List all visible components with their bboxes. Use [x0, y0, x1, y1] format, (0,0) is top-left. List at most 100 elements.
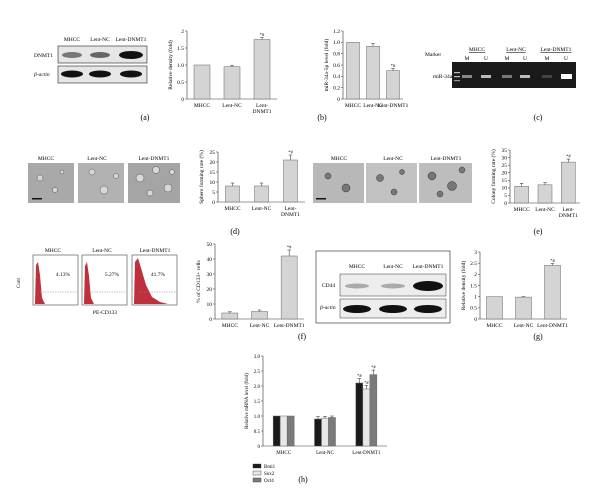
y-tick-label: 0	[209, 317, 212, 323]
y-tick-label: 40	[207, 257, 213, 263]
blot-a-band	[90, 52, 110, 58]
bar	[251, 311, 268, 320]
sphere	[152, 166, 160, 174]
flow-percent-1: 4.13%	[56, 272, 71, 278]
bar	[279, 415, 288, 447]
bar	[369, 374, 378, 447]
flow-peak	[84, 262, 94, 304]
gel-lane-label: U	[484, 56, 488, 62]
gel-lane-label: M	[505, 56, 510, 62]
significance-mark: *#	[550, 258, 555, 263]
x-tick-label: Lent-NC	[316, 451, 334, 456]
img-d-label-2: Lent-NC	[87, 156, 107, 162]
bar	[280, 255, 298, 320]
gel-band	[462, 75, 472, 78]
y-tick-label: 3	[474, 250, 477, 256]
y-tick-label: 0.5	[177, 80, 184, 86]
gel-group-2: Lent-NC	[506, 47, 526, 53]
scale-bar	[316, 198, 326, 200]
microscopy-image	[313, 163, 364, 203]
blot-a-row-dnmt1: DNMT1	[34, 53, 53, 59]
y-tick-label: 10	[502, 186, 508, 192]
y-axis-label: Colony forming rate (%)	[490, 149, 497, 204]
y-tick-label: 2.0	[254, 385, 261, 390]
x-tick-label: Lent-	[562, 207, 574, 213]
sphere	[59, 169, 65, 175]
gel-lane-label: U	[523, 56, 527, 62]
y-tick-label: 0	[258, 445, 261, 450]
y-tick-label: 0.8	[333, 51, 340, 57]
legend-swatch	[252, 477, 262, 483]
y-tick-label: 5	[212, 190, 215, 196]
chart-g: 0 0.5 1 1.5 2 2.5 3 Relative density (fold) MHCC…	[460, 250, 568, 329]
panel-label-f: (f)	[298, 332, 306, 341]
y-axis-label: Relative density (fold)	[460, 261, 467, 311]
microscopy-image	[28, 163, 74, 203]
y-tick-label: 35	[502, 148, 508, 154]
flow-label-3: Lent-DNMT1	[140, 248, 171, 254]
blot-g-col-2: Lent-NC	[383, 264, 403, 270]
gel-marker-band	[454, 72, 460, 74]
y-tick-label: 1.0	[177, 63, 184, 69]
y-tick-label: 1.0	[333, 40, 340, 46]
blot-a-col-3: Lent-DNMT1	[116, 37, 147, 43]
x-tick-label: Lent-NC	[252, 206, 272, 212]
y-tick-label: 0	[181, 97, 184, 103]
blot-a-row-actin: β-actin	[33, 72, 50, 78]
chart-d: 0 5 10 15 20 25 Sphere forming rate (%) MHCC Len…	[198, 150, 305, 218]
sphere	[36, 174, 44, 182]
x-tick-label: MHCC	[194, 103, 211, 109]
img-d-label-3: Lent-DNMT1	[139, 156, 170, 162]
blot-a-band	[89, 70, 111, 78]
bar	[355, 382, 364, 447]
x-tick-label: Lent-NC	[514, 323, 534, 329]
gel-band	[561, 74, 572, 79]
blot-g-col-1: MHCC	[349, 264, 366, 270]
bar	[515, 296, 532, 320]
sphere	[146, 189, 154, 197]
bar	[223, 66, 241, 100]
bar	[561, 161, 576, 204]
bar	[366, 46, 380, 100]
y-tick-label: 20	[210, 160, 216, 166]
y-tick-label: 3.0	[254, 355, 261, 360]
x-tick-label: Lent-	[285, 206, 297, 212]
legend-label: Sox2	[264, 472, 275, 477]
x-tick-label: MHCC	[224, 206, 241, 212]
bar	[486, 296, 503, 320]
bar	[254, 185, 269, 203]
gel-lane-label: U	[564, 56, 568, 62]
panel-label-c: (c)	[534, 113, 543, 122]
gel-lane-label: M	[465, 56, 470, 62]
significance-mark: *#	[288, 150, 293, 155]
flow-peak	[134, 258, 168, 304]
panel-a-blot: MHCC Lent-NC Lent-DNMT1 DNMT1 β-actin	[33, 37, 148, 84]
y-tick-label: 10	[210, 180, 216, 186]
y-tick-label: 25	[210, 150, 216, 156]
y-tick-label: 2.5	[254, 370, 261, 375]
bar	[328, 417, 336, 447]
colony	[324, 172, 332, 180]
sphere	[52, 187, 58, 193]
blot-a-band	[119, 51, 143, 59]
y-tick-label: 0.5	[254, 430, 261, 435]
gel-marker-band	[454, 76, 460, 78]
x-tick-label: DNMT1	[281, 212, 300, 218]
y-tick-label: 0.5	[470, 306, 477, 312]
flow-label-1: MHCC	[45, 248, 62, 254]
microscopy-image	[78, 163, 124, 203]
blot-g-col-3: Lent-DNMT1	[413, 264, 444, 270]
img-e-label-2: Lent-NC	[383, 156, 403, 162]
x-tick-label: Lent-DNMT1	[352, 451, 381, 456]
bar	[386, 70, 400, 100]
bar	[272, 415, 281, 447]
y-tick-label: 1.5	[470, 283, 477, 289]
chart-h: 0 0.5 1.0 1.5 2.0 2.5 3.0 Relative mRNA level (…	[245, 355, 387, 484]
bar	[253, 39, 271, 100]
panel-label-e: (e)	[534, 227, 543, 236]
bar	[314, 418, 322, 447]
x-tick-label: DNMT1	[253, 109, 272, 115]
x-tick-label: MHCC	[222, 323, 239, 329]
